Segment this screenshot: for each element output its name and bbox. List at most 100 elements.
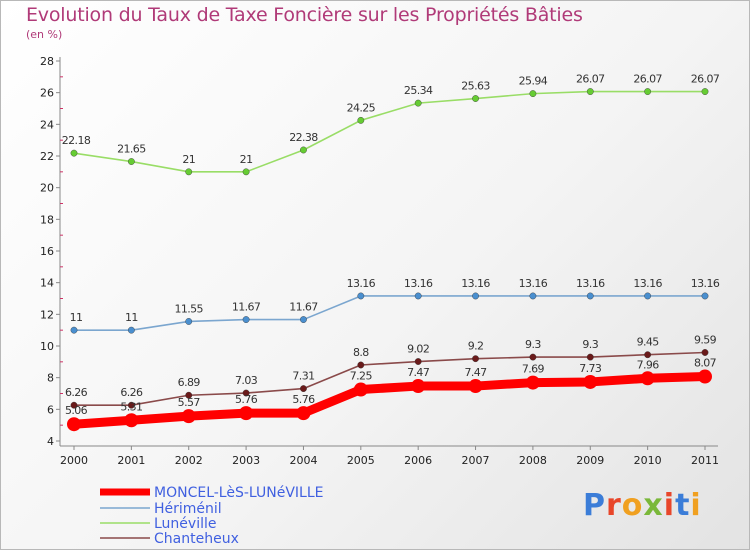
- series-line-2: [73, 90, 706, 173]
- data-label: 25.94: [519, 75, 548, 88]
- data-point: [357, 292, 365, 300]
- legend-label: Hériménil: [154, 501, 222, 517]
- y-tick-label: 10: [40, 340, 54, 353]
- data-point: [353, 382, 368, 397]
- y-tick-label: 14: [40, 277, 54, 290]
- data-point: [525, 375, 540, 390]
- data-point: [472, 292, 479, 300]
- y-tick-label: 18: [40, 213, 54, 226]
- data-point: [414, 292, 422, 300]
- data-label: 7.31: [292, 370, 314, 383]
- data-label: 25.34: [404, 84, 433, 97]
- x-tick-label: 2008: [519, 454, 547, 467]
- legend-label: Chanteheux: [154, 531, 239, 547]
- series-line-3: [73, 351, 706, 407]
- data-label: 5.06: [65, 404, 88, 417]
- data-point: [70, 401, 78, 409]
- data-point: [529, 292, 537, 300]
- data-point: [644, 351, 652, 359]
- data-label: 11: [125, 311, 138, 324]
- data-point: [472, 355, 479, 363]
- logo-letter: i: [690, 488, 702, 523]
- x-tick-label: 2011: [691, 454, 719, 467]
- data-label: 5.76: [292, 393, 315, 406]
- x-tick-label: 2006: [404, 454, 432, 467]
- logo-letter: i: [663, 488, 676, 523]
- data-label: 22.38: [289, 131, 318, 144]
- data-point: [124, 413, 139, 428]
- data-label: 9.3: [525, 338, 541, 351]
- data-point: [529, 90, 537, 98]
- data-point: [185, 391, 193, 399]
- x-tick-label: 2002: [175, 454, 203, 467]
- legend-label: MONCEL-LèS-LUNéVILLE: [154, 485, 324, 501]
- data-point: [127, 158, 135, 165]
- data-label: 13.16: [519, 277, 548, 290]
- data-label: 5.31: [120, 400, 142, 413]
- y-tick-label: 4: [47, 435, 54, 448]
- data-label: 9.02: [407, 343, 429, 356]
- data-label: 7.47: [464, 366, 487, 379]
- x-tick-label: 2003: [232, 454, 260, 467]
- data-point: [300, 316, 307, 323]
- y-tick-label: 16: [40, 245, 54, 258]
- data-label: 13.16: [347, 277, 376, 290]
- data-point: [296, 406, 311, 421]
- data-point: [185, 318, 193, 325]
- data-point: [583, 374, 598, 389]
- proxiti-logo: Proxiti: [583, 488, 702, 523]
- data-label: 11.67: [289, 301, 318, 314]
- data-label: 21: [240, 153, 253, 166]
- data-label: 7.69: [522, 363, 545, 376]
- data-point: [127, 401, 135, 409]
- data-label: 9.59: [694, 333, 717, 346]
- data-label: 5.57: [178, 396, 201, 409]
- data-label: 9.45: [637, 336, 660, 349]
- data-label: 24.25: [347, 101, 376, 114]
- data-point: [644, 88, 652, 95]
- chart-subtitle: (en %): [26, 28, 63, 41]
- data-label: 21: [182, 153, 195, 166]
- series-line-1: [73, 295, 706, 331]
- data-point: [242, 389, 250, 397]
- data-label: 26.07: [691, 73, 720, 86]
- data-label: 9.3: [582, 338, 598, 351]
- data-label: 21.65: [117, 143, 146, 156]
- data-point: [468, 379, 483, 394]
- y-tick-label: 24: [40, 118, 54, 131]
- x-tick-label: 2000: [60, 454, 88, 467]
- logo-letter: t: [675, 488, 691, 523]
- data-point: [698, 369, 712, 384]
- legend-label: Lunéville: [154, 516, 216, 532]
- data-point: [586, 292, 594, 300]
- y-tick-label: 12: [40, 308, 54, 321]
- data-point: [701, 88, 709, 95]
- data-label: 26.07: [633, 73, 662, 86]
- data-point: [239, 406, 254, 421]
- data-label: 22.18: [62, 134, 91, 147]
- y-tick-label: 20: [40, 182, 54, 195]
- data-point: [242, 168, 250, 176]
- data-point: [472, 95, 479, 102]
- data-point: [181, 409, 196, 424]
- data-label: 8.07: [694, 357, 717, 370]
- data-label: 7.96: [637, 358, 660, 371]
- series-line-0: [69, 372, 710, 429]
- x-tick-label: 2009: [576, 454, 604, 467]
- y-tick-label: 8: [47, 372, 54, 385]
- logo-letter: x: [643, 488, 664, 523]
- data-label: 8.8: [353, 346, 369, 359]
- x-tick-label: 2001: [117, 454, 145, 467]
- data-label: 9.2: [468, 340, 484, 353]
- data-point: [644, 292, 652, 300]
- data-point: [242, 316, 250, 323]
- data-label: 13.16: [461, 277, 490, 290]
- data-point: [357, 361, 365, 369]
- x-tick-label: 2010: [634, 454, 662, 467]
- data-point: [185, 168, 193, 176]
- data-point: [414, 99, 422, 107]
- data-label: 13.16: [633, 277, 662, 290]
- data-label: 5.76: [235, 393, 258, 406]
- data-point: [300, 385, 307, 392]
